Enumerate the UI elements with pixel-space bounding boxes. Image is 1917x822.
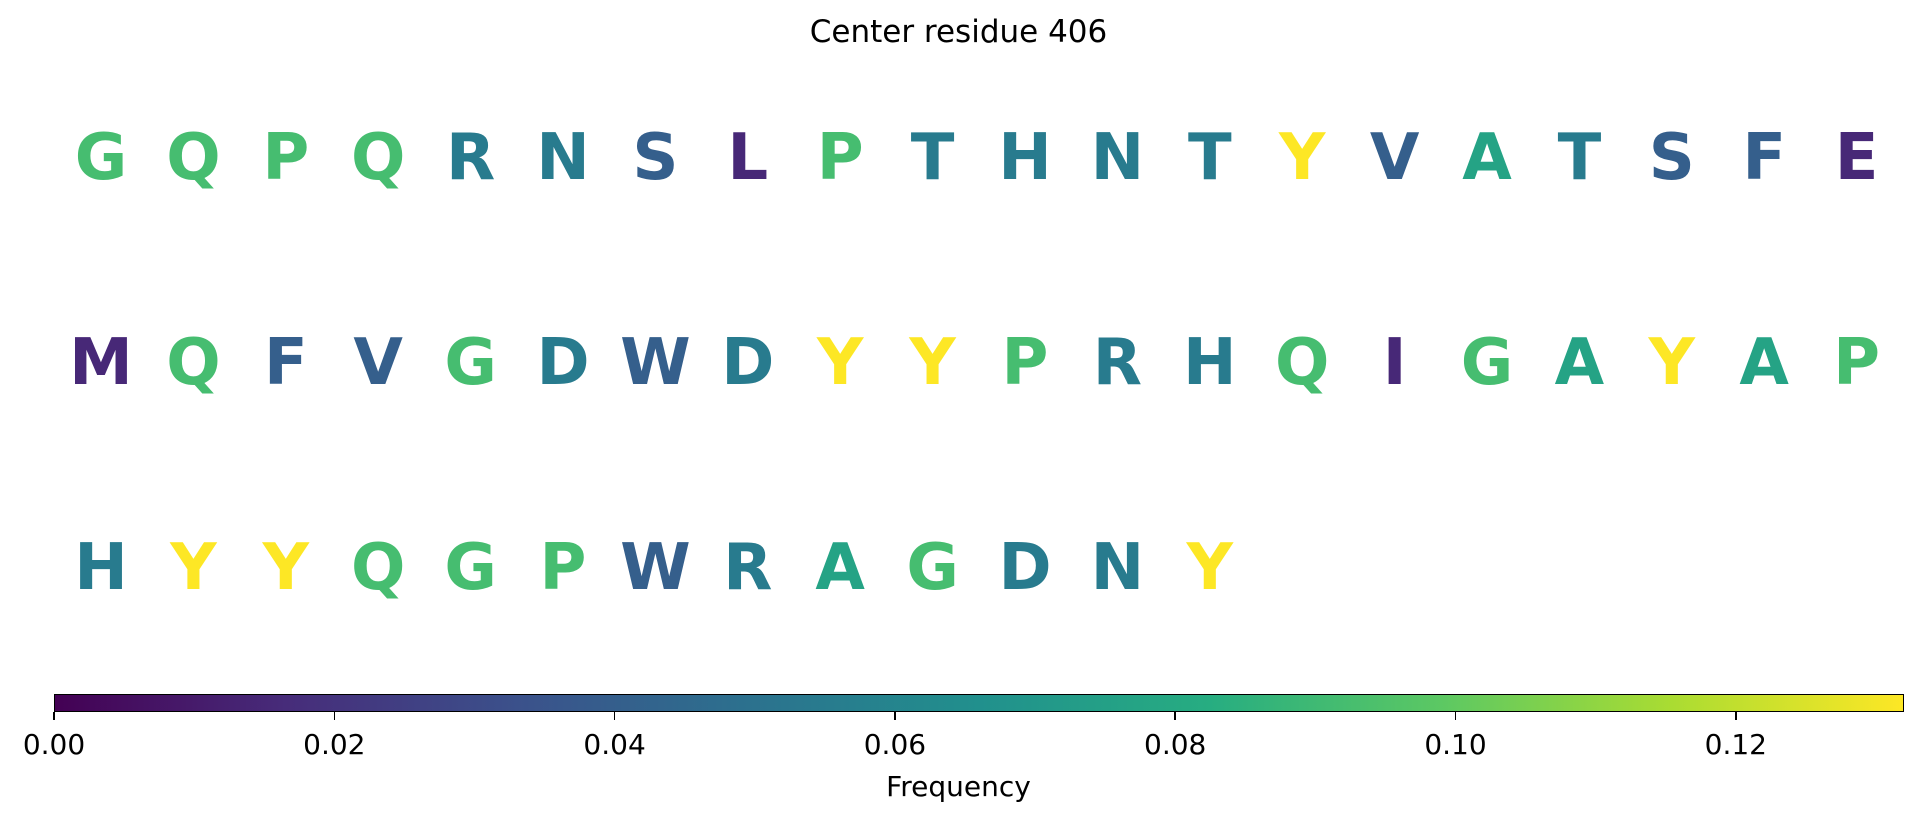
colorbar-tick-label: 0.04 [583,728,646,761]
colorbar-tick [1735,712,1737,720]
residue-letter: D [536,326,590,400]
residue-letter: Q [166,326,221,400]
residue-letter: G [906,531,959,605]
residue-letter: G [1460,326,1514,400]
residue-letter: G [74,121,128,195]
residue-letter: I [1382,326,1407,400]
colorbar-tick-label: 0.12 [1704,728,1767,761]
residue-letter: R [723,531,773,605]
residue-letter: P [262,121,310,195]
residue-letter: Y [817,326,864,400]
colorbar-tick-label: 0.02 [303,728,366,761]
residue-letter: L [727,121,769,195]
residue-letter: Y [1186,531,1233,605]
residue-letter: F [263,326,308,400]
residue-letter: Y [262,531,309,605]
colorbar-tick-label: 0.00 [22,728,86,761]
residue-letter: N [1090,121,1145,195]
colorbar [53,694,1904,720]
residue-letter: A [1739,326,1789,400]
residue-letter: D [721,326,775,400]
residue-letter: H [1183,326,1237,400]
residue-letter: Q [166,121,221,195]
residue-letter: S [1648,121,1695,195]
residue-letter: R [1092,326,1143,400]
residue-letter: R [445,121,496,195]
residue-letter: F [1742,121,1787,195]
residue-letter: Y [1279,121,1326,195]
colorbar-tick [894,712,896,720]
residue-letter: Y [909,326,956,400]
residue-letter: T [1187,121,1232,195]
colorbar-tick-label: 0.08 [1144,728,1207,761]
residue-letter: A [1554,326,1605,400]
residue-letter: P [816,121,864,195]
colorbar-tick-label: 0.06 [863,728,927,761]
colorbar-tick [1454,712,1457,720]
residue-letter: M [69,326,133,400]
residue-letter: A [1462,121,1512,195]
residue-letter: H [998,121,1052,195]
residue-letter: D [998,531,1052,605]
residue-letter: T [910,121,955,195]
residue-letter: E [1834,121,1879,195]
residue-letter: G [444,531,497,605]
residue-letter: A [815,531,865,605]
residue-letter: P [1833,326,1881,400]
chart-title: Center residue 406 [809,14,1108,50]
residue-letter: Y [170,531,217,605]
residue-letter: P [539,531,587,605]
residue-letter: P [1001,326,1049,400]
residue-letter: G [444,326,497,400]
colorbar-tick [1174,712,1176,720]
residue-letter: W [620,326,691,400]
residue-letter: T [1557,121,1602,195]
residue-letter: V [353,326,403,400]
residue-letter: W [620,531,691,605]
residue-letter: N [1090,531,1145,605]
residue-letter: Q [1274,326,1330,400]
residue-letter: Q [350,531,406,605]
colorbar-tick [613,712,616,720]
colorbar-gradient [54,694,1904,712]
colorbar-tick-label: 0.10 [1424,728,1487,761]
residue-letter: H [74,531,128,605]
residue-letter: S [632,121,679,195]
residue-letter: Q [350,121,406,195]
colorbar-tick [333,712,336,720]
colorbar-label: Frequency [886,770,1031,803]
residue-letter: V [1369,121,1420,195]
colorbar-tick [53,712,55,720]
residue-letter: N [536,121,590,195]
residue-letter: Y [1648,326,1695,400]
